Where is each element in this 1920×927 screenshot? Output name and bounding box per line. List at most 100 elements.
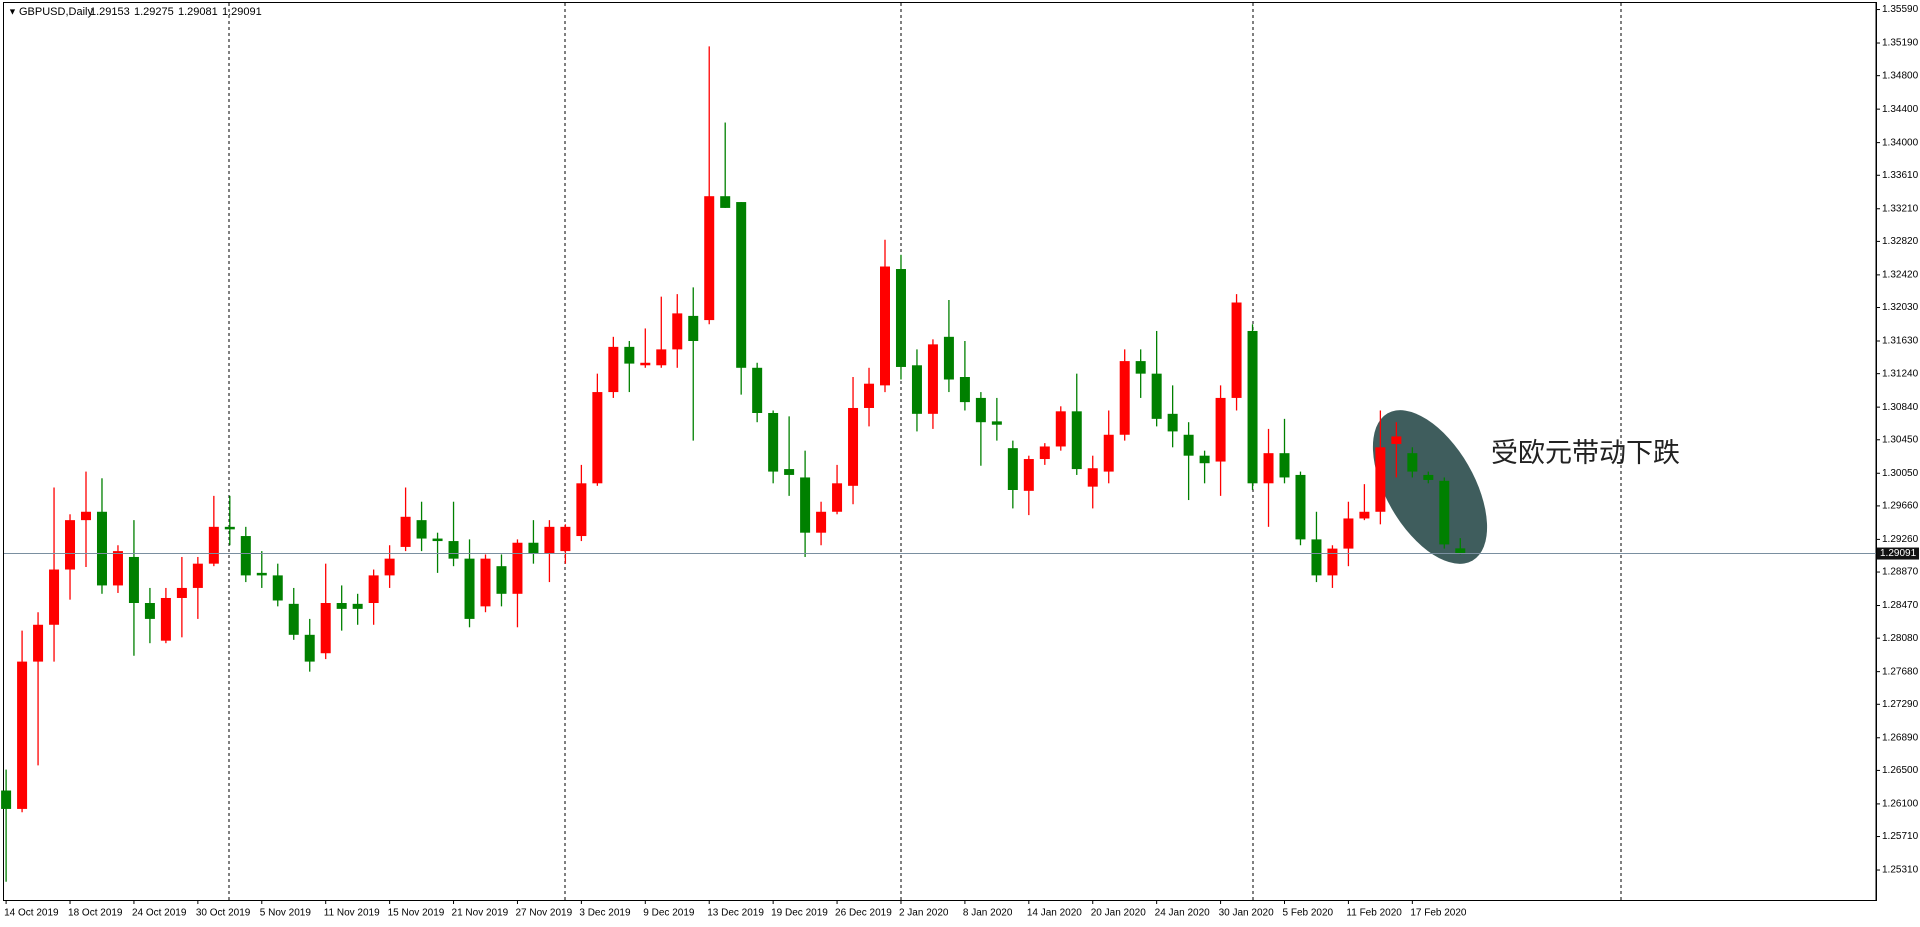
candle-body — [911, 365, 922, 414]
candle-body — [1103, 434, 1114, 472]
y-tick-label: 1.28470 — [1882, 600, 1919, 611]
candle-body — [1199, 455, 1210, 464]
y-tick-label: 1.27290 — [1882, 699, 1919, 710]
y-tick-label: 1.34000 — [1882, 137, 1919, 148]
x-tick-label: 20 Jan 2020 — [1091, 908, 1146, 919]
y-tick-label: 1.33210 — [1882, 203, 1919, 214]
candle-body — [432, 538, 443, 542]
candle-body — [304, 634, 315, 662]
candle-body — [464, 558, 475, 619]
candle-body — [496, 566, 507, 594]
candle-body — [33, 624, 44, 662]
y-tick-label: 1.29260 — [1882, 534, 1919, 545]
y-tick-label: 1.25310 — [1882, 865, 1919, 876]
candle-body — [1455, 548, 1466, 554]
candle-body — [224, 526, 235, 530]
x-tick-label: 11 Feb 2020 — [1346, 908, 1402, 919]
bar-high: 1.29275 — [134, 6, 174, 18]
x-tick-label: 17 Feb 2020 — [1410, 908, 1467, 919]
candle-body — [1167, 413, 1178, 432]
y-tick-label: 1.28080 — [1882, 633, 1919, 644]
x-tick-label: 24 Jan 2020 — [1155, 908, 1210, 919]
candle-body — [384, 558, 395, 576]
candle-body — [336, 603, 347, 609]
candle-body — [352, 603, 363, 609]
chart-menu: ▼ — [8, 6, 17, 16]
candle-body — [736, 202, 747, 368]
candle-body — [688, 315, 699, 342]
highlight-ellipse — [1372, 410, 1488, 564]
candle-body — [1375, 447, 1386, 512]
candle-body — [1215, 397, 1226, 462]
candle-body — [96, 511, 107, 586]
annotation: 受欧元带动下跌 — [1491, 438, 1680, 468]
y-tick-label: 1.26100 — [1882, 799, 1919, 810]
y-tick-label: 1.30450 — [1882, 434, 1919, 445]
x-tick-label: 24 Oct 2019 — [132, 908, 187, 919]
candle-body — [128, 556, 139, 604]
candle-body — [880, 266, 890, 386]
candle-body — [320, 603, 331, 654]
candle-body — [1247, 330, 1258, 484]
y-tick-label: 1.30840 — [1882, 402, 1919, 413]
candle-body — [65, 520, 76, 570]
x-tick-label: 5 Nov 2019 — [260, 908, 312, 919]
candle-body — [1183, 434, 1194, 456]
candle-body — [1359, 511, 1370, 519]
symbol: GBPUSD,Daily — [19, 6, 93, 18]
candle-body — [1087, 468, 1098, 487]
price-label-box — [1877, 547, 1919, 560]
candle-body — [816, 511, 827, 533]
y-tick-label: 1.32030 — [1882, 302, 1919, 313]
candle-body — [1119, 361, 1130, 435]
candle-body — [608, 346, 619, 393]
x-tick-label: 14 Oct 2019 — [4, 908, 59, 919]
candle-body — [624, 346, 635, 364]
candle-body — [160, 597, 171, 641]
x-tick-label: 18 Oct 2019 — [68, 908, 123, 919]
candle-body — [752, 367, 763, 413]
candle-body — [800, 477, 811, 533]
candle-body — [1391, 436, 1402, 444]
candle-body — [1311, 539, 1322, 576]
candle-body — [640, 362, 651, 366]
candle-body — [975, 397, 986, 423]
candle-body — [1007, 448, 1018, 491]
x-tick-label: 2 Jan 2020 — [899, 908, 949, 919]
candle-body — [240, 536, 251, 576]
x-tick-label: 30 Jan 2020 — [1219, 908, 1274, 919]
x-tick-label: 14 Jan 2020 — [1027, 908, 1082, 919]
candle-body — [768, 412, 779, 472]
candle-body — [192, 563, 203, 588]
candle-body — [480, 558, 491, 607]
bar-open: 1.29153 — [90, 6, 130, 18]
x-tick-label: 11 Nov 2019 — [324, 908, 380, 919]
candle-body — [720, 196, 731, 208]
candle-body — [448, 541, 459, 559]
y-tick-label: 1.29660 — [1882, 501, 1919, 512]
y-tick-label: 1.34400 — [1882, 104, 1919, 115]
y-tick-label: 1.26500 — [1882, 765, 1919, 776]
candle-body — [1039, 446, 1050, 460]
x-tick-label: 15 Nov 2019 — [388, 908, 445, 919]
candle-body — [848, 407, 859, 486]
candle-body — [144, 603, 155, 619]
candle-body — [864, 383, 875, 408]
candle-body — [1263, 453, 1274, 484]
candle-body — [560, 526, 571, 552]
candle-body — [704, 196, 715, 321]
y-tick-label: 1.31630 — [1882, 336, 1919, 347]
candle-body — [959, 377, 970, 403]
candle-body — [592, 392, 603, 484]
y-tick-label: 1.34800 — [1882, 70, 1919, 81]
candle-body — [1135, 361, 1146, 374]
candle-body — [1423, 474, 1434, 480]
y-tick-label: 1.32420 — [1882, 270, 1919, 281]
candle-body — [1071, 411, 1082, 470]
candle-body — [895, 269, 906, 367]
y-tick-label: 1.31240 — [1882, 368, 1919, 379]
candle-body — [208, 526, 219, 564]
